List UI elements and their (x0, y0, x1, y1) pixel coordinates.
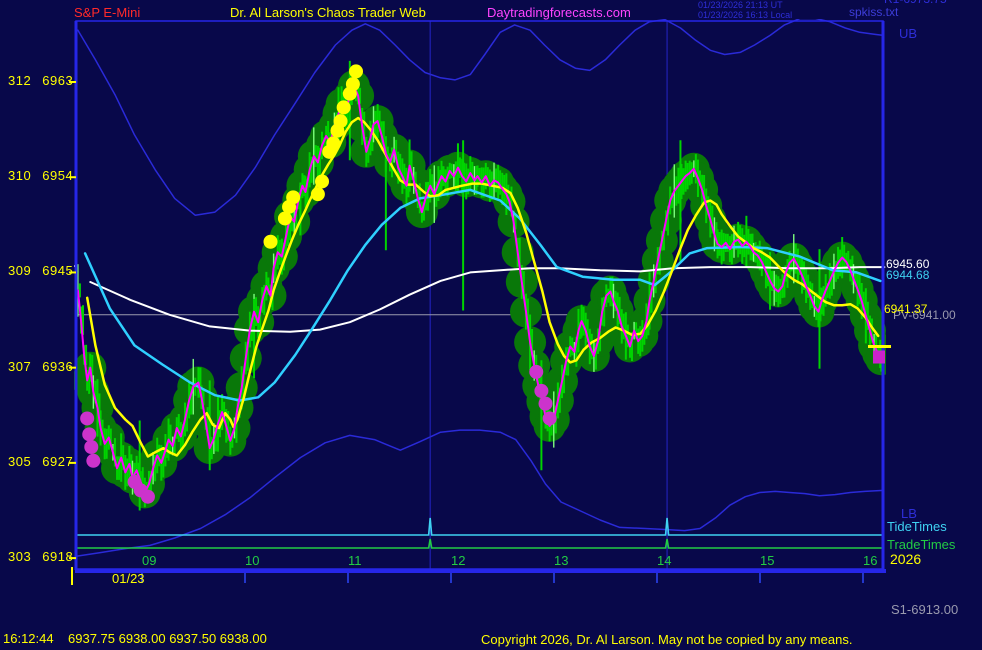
series-line (89, 266, 886, 333)
low-signal-dot (542, 411, 557, 426)
low-signal-dot (82, 427, 97, 442)
low-signal-dot (534, 383, 549, 398)
trade-times-label: TradeTimes (887, 537, 956, 552)
low-signal-dot (538, 396, 553, 411)
trade-times-line (76, 538, 883, 549)
upper-band-label: UB (899, 26, 918, 41)
low-signal-dot (140, 489, 155, 504)
timestamp-local: 01/23/2026 16:13 Local (698, 10, 793, 20)
date-label: 01/23 (112, 571, 145, 586)
timestamp-ut: 01/23/2026 21:13 UT (698, 0, 783, 10)
x-axis-hour-label: 16 (863, 553, 878, 568)
tide-times-line (76, 517, 883, 536)
y-axis-label: 312 6963 (8, 73, 74, 88)
high-signal-dot (349, 64, 363, 79)
y-axis-label: 309 6945 (8, 263, 74, 279)
status-time: 16:12:44 (3, 631, 54, 646)
high-signal-dot (345, 77, 360, 92)
x-axis-hour-label: 15 (760, 553, 775, 568)
data-file-label: spkiss.txt (849, 5, 899, 19)
high-signal-dot (336, 100, 351, 115)
ma-slow-readout: 6945.60 (886, 257, 930, 271)
lower-band-label: LB (901, 506, 917, 521)
high-signal-dot (277, 211, 292, 226)
y-axis-label: 305 6927 (8, 453, 74, 469)
high-signal-dot (286, 190, 301, 205)
symbol-label: S&P E-Mini (74, 5, 141, 20)
x-axis-hour-label: 13 (554, 553, 569, 568)
high-signal-dot (315, 174, 330, 189)
series-line (83, 188, 882, 402)
status-quote: 6937.75 6938.00 6937.50 6938.00 (68, 631, 267, 646)
series-line (77, 429, 885, 557)
low-signal-dot (529, 364, 544, 379)
pivot-level-label: PV-6941.00 (893, 308, 956, 322)
low-signal-dot (86, 453, 101, 468)
y-axis-label: 307 6936 (8, 358, 74, 374)
s1-level-label: S1-6913.00 (891, 602, 959, 617)
site-link[interactable]: Daytradingforecasts.com (487, 5, 631, 20)
high-signal-dot (310, 187, 325, 202)
x-axis-hour-label: 11 (348, 553, 362, 568)
high-signal-dot (333, 114, 348, 129)
ma-fast-readout: 6941.37 (884, 302, 928, 316)
year-label: 2026 (890, 551, 922, 567)
high-signal-dot (326, 136, 341, 151)
plot-area (74, 19, 886, 569)
series-line (85, 116, 880, 458)
series-line (76, 85, 883, 494)
low-signal-dot (84, 440, 99, 455)
x-axis-hour-label: 09 (142, 553, 157, 568)
y-axis-label: 303 6918 (8, 549, 74, 565)
tide-times-label: TideTimes (887, 519, 947, 534)
ma-mid-readout: 6944.68 (886, 268, 930, 282)
copyright-notice: Copyright 2026, Dr. Al Larson. May not b… (481, 632, 853, 647)
y-axis-label: 310 6954 (8, 168, 74, 184)
x-axis-hour-label: 12 (451, 553, 466, 568)
high-signal-dot (263, 234, 278, 249)
series-line (77, 19, 885, 217)
page-title: Dr. Al Larson's Chaos Trader Web (230, 5, 426, 20)
low-signal-dot (80, 411, 95, 426)
x-axis-hour-label: 10 (245, 553, 260, 568)
r1-level-label: R1-6973.75 (884, 0, 947, 6)
x-axis-hour-label: 14 (657, 553, 672, 568)
last-price-block (873, 350, 885, 364)
